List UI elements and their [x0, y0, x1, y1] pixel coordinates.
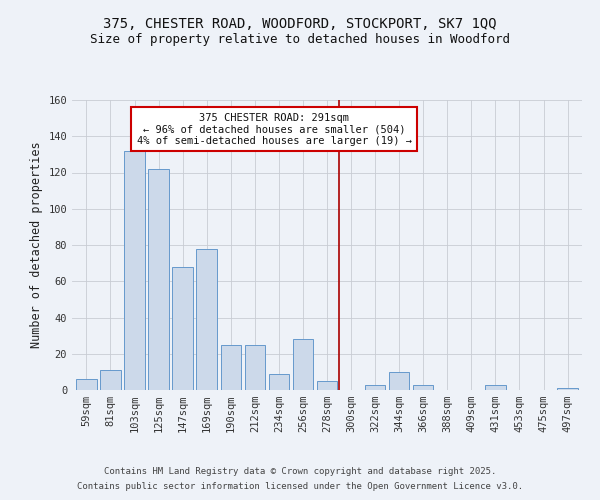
Bar — [557, 388, 578, 390]
Bar — [196, 248, 217, 390]
Y-axis label: Number of detached properties: Number of detached properties — [30, 142, 43, 348]
Bar — [124, 151, 145, 390]
Bar — [365, 384, 385, 390]
Bar — [269, 374, 289, 390]
Bar — [413, 384, 433, 390]
Bar — [76, 379, 97, 390]
Bar — [485, 384, 506, 390]
Bar — [245, 344, 265, 390]
Bar — [317, 381, 337, 390]
Text: 375 CHESTER ROAD: 291sqm
← 96% of detached houses are smaller (504)
4% of semi-d: 375 CHESTER ROAD: 291sqm ← 96% of detach… — [137, 112, 412, 146]
Text: Contains HM Land Registry data © Crown copyright and database right 2025.: Contains HM Land Registry data © Crown c… — [104, 467, 496, 476]
Bar — [389, 372, 409, 390]
Bar — [172, 267, 193, 390]
Bar — [221, 344, 241, 390]
Bar — [293, 339, 313, 390]
Text: Size of property relative to detached houses in Woodford: Size of property relative to detached ho… — [90, 32, 510, 46]
Text: Contains public sector information licensed under the Open Government Licence v3: Contains public sector information licen… — [77, 482, 523, 491]
Bar — [100, 370, 121, 390]
Text: 375, CHESTER ROAD, WOODFORD, STOCKPORT, SK7 1QQ: 375, CHESTER ROAD, WOODFORD, STOCKPORT, … — [103, 18, 497, 32]
Bar — [148, 169, 169, 390]
